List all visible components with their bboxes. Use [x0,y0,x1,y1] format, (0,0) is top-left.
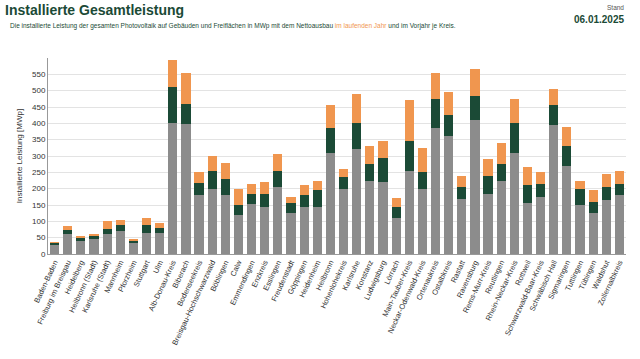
svg-text:Esslingen: Esslingen [261,259,283,292]
svg-text:Alb-Donau-Kreis: Alb-Donau-Kreis [147,259,179,313]
svg-text:Göppingen: Göppingen [286,259,310,296]
svg-text:Freiburg im Breisgau: Freiburg im Breisgau [35,259,73,326]
svg-text:Stand: Stand [607,4,624,11]
svg-text:0: 0 [41,250,46,259]
svg-text:Installierte Leistung [MWp]: Installierte Leistung [MWp] [15,109,24,203]
svg-text:Ostalbkreis: Ostalbkreis [430,259,454,297]
svg-text:Mannheim: Mannheim [102,259,125,295]
svg-text:Emmendingen: Emmendingen [228,259,257,307]
svg-text:Heilbronn: Heilbronn [314,259,336,292]
svg-text:Biberach: Biberach [170,259,191,290]
svg-text:Calw: Calw [228,258,243,277]
svg-text:Heilbronn (Stadt): Heilbronn (Stadt) [67,258,99,314]
svg-text:50: 50 [36,233,45,242]
svg-text:300: 300 [32,152,46,161]
svg-text:Reutlingen: Reutlingen [483,259,506,295]
svg-text:Heidelberg: Heidelberg [63,259,86,296]
svg-text:Die installierte Leistung der: Die installierte Leistung der gesamten P… [10,22,456,30]
svg-text:Baden-Baden: Baden-Baden [32,259,60,304]
svg-text:Waldshut: Waldshut [590,258,612,291]
svg-text:Heidenheim: Heidenheim [297,259,322,299]
svg-text:Ludwigsburg: Ludwigsburg [362,259,388,301]
svg-text:500: 500 [32,86,46,95]
svg-text:Tuttlingen: Tuttlingen [563,259,585,292]
svg-text:Rastatt: Rastatt [449,258,468,284]
svg-text:06.01.2025: 06.01.2025 [574,14,624,25]
svg-text:Lörrach: Lörrach [382,259,401,286]
svg-text:Ravensburg: Ravensburg [455,259,480,299]
svg-text:Installierte Gesamtleistung: Installierte Gesamtleistung [5,2,184,18]
svg-text:Sigmaringen: Sigmaringen [546,259,572,301]
svg-text:Konstanz: Konstanz [354,259,375,291]
svg-text:Tübingen: Tübingen [577,259,598,291]
svg-text:Breisgau-Hochschwarzwald: Breisgau-Hochschwarzwald [170,259,217,347]
svg-text:150: 150 [32,201,46,210]
svg-text:400: 400 [32,119,46,128]
svg-text:Bodenseekreis: Bodenseekreis [175,259,204,308]
svg-text:550: 550 [32,70,46,79]
svg-text:100: 100 [32,217,46,226]
svg-text:Zollernalbkreis: Zollernalbkreis [596,259,625,307]
svg-text:Ulm: Ulm [151,259,165,275]
svg-text:Böblingen: Böblingen [208,259,230,293]
svg-text:Pforzheim: Pforzheim [116,259,138,293]
svg-text:Karlsruhe (Stadt): Karlsruhe (Stadt) [80,258,112,314]
svg-text:Ortenaukreis: Ortenaukreis [414,259,440,302]
svg-text:Neckar-Odenwald-Kreis: Neckar-Odenwald-Kreis [386,259,428,335]
svg-text:250: 250 [32,168,46,177]
svg-text:Freudenstadt: Freudenstadt [269,258,296,303]
svg-text:Schwäbisch Hall: Schwäbisch Hall [528,259,560,313]
svg-text:Rhein-Neckar-Kreis: Rhein-Neckar-Kreis [484,259,520,322]
svg-text:Karlsruhe: Karlsruhe [340,259,362,292]
svg-text:Schwarzwald-Baar-Kreis: Schwarzwald-Baar-Kreis [503,259,546,337]
svg-text:450: 450 [32,103,46,112]
svg-text:Rems-Murr-Kreis: Rems-Murr-Kreis [461,259,493,315]
svg-text:Hohenlohekreis: Hohenlohekreis [319,259,349,310]
svg-text:Stuttgart: Stuttgart [132,258,153,288]
svg-text:Main-Tauber-Kreis: Main-Tauber-Kreis [380,259,414,319]
svg-text:350: 350 [32,135,46,144]
svg-text:Rottweil: Rottweil [513,259,533,287]
svg-text:Enzkreis: Enzkreis [250,259,270,289]
svg-text:200: 200 [32,184,46,193]
